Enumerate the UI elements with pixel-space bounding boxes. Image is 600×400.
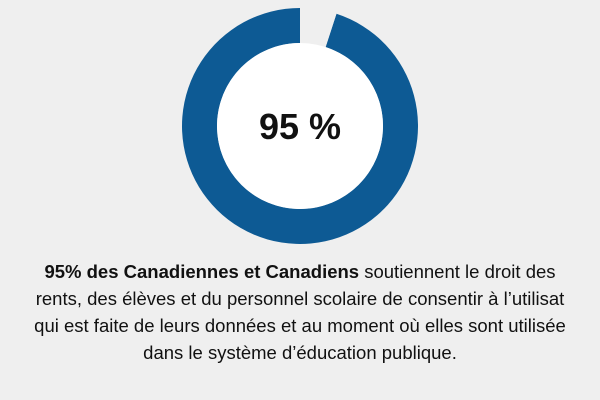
donut-segment-remaining <box>300 8 337 48</box>
caption: 95% des Canadiennes et Canadiens soutien… <box>0 258 600 366</box>
donut-center <box>217 43 383 209</box>
caption-line-1-text: soutiennent le droit des <box>359 261 556 282</box>
caption-line-2: rents, des élèves et du personnel scolai… <box>35 288 565 309</box>
donut-chart: 95 % <box>181 8 418 244</box>
donut-segment-filled <box>181 8 418 244</box>
caption-line-1: 95% des Canadiennes et Canadiens soutien… <box>0 258 600 285</box>
caption-line-3: qui est faite de leurs données et au mom… <box>34 315 566 336</box>
center-percentage-label: 95 % <box>259 106 341 147</box>
caption-line-4: dans le système d’éducation publique. <box>143 342 457 363</box>
caption-highlight: 95% des Canadiennes et Canadiens <box>44 261 360 282</box>
